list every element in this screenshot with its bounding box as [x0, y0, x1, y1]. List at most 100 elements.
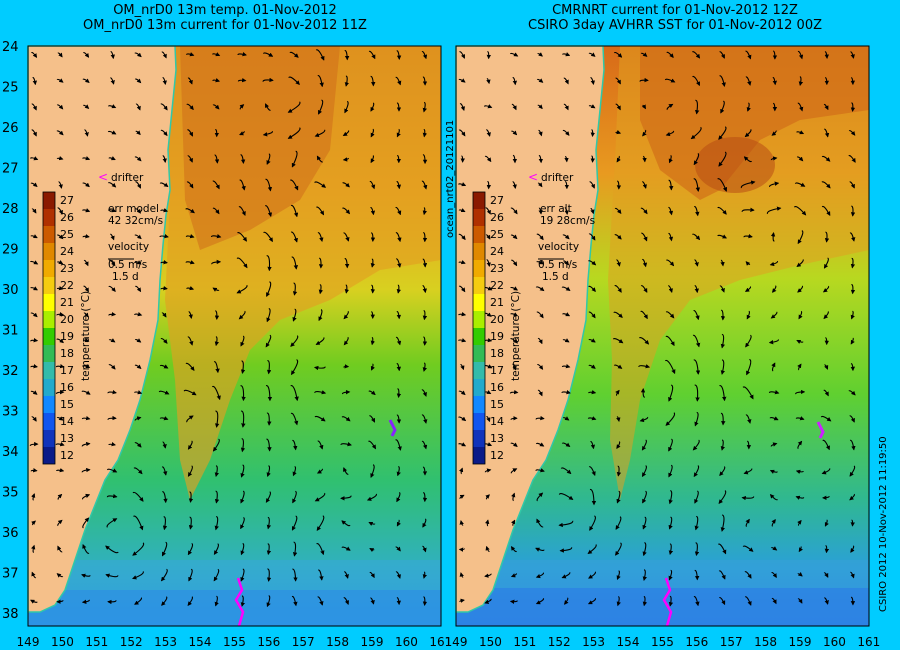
- lat-label-34: 34: [2, 445, 19, 460]
- right-colorbar-tick-24: 24: [490, 245, 504, 258]
- right-colorbar-tick-21: 21: [490, 296, 504, 309]
- right-colorbar-tick-13: 13: [490, 432, 504, 445]
- left-colorbar-tick-25: 25: [60, 228, 74, 241]
- right-colorbar-swatch: [473, 345, 485, 362]
- left-colorbar-swatch: [43, 379, 55, 396]
- left-lon-label-155: 155: [223, 635, 246, 649]
- left-lon-label-151: 151: [85, 635, 108, 649]
- right-lon-label-159: 159: [789, 635, 812, 649]
- left-colorbar-swatch: [43, 328, 55, 345]
- right-longitude-axis-labels: 149 150 151 152 153 154 155 156 157 158 159 160 161: [445, 635, 881, 649]
- lat-label-33: 33: [2, 405, 19, 420]
- lat-label-37: 37: [2, 567, 19, 582]
- right-colorbar-swatch: [473, 243, 485, 260]
- right-colorbar-tick-25: 25: [490, 228, 504, 241]
- left-err-label: err model: [108, 203, 159, 215]
- left-lon-label-153: 153: [154, 635, 177, 649]
- lat-label-35: 35: [2, 486, 19, 501]
- right-lon-label-154: 154: [617, 635, 640, 649]
- right-colorbar-swatch: [473, 413, 485, 430]
- left-colorbar-swatch: [43, 277, 55, 294]
- right-colorbar-swatch: [473, 430, 485, 447]
- right-colorbar-swatch: [473, 277, 485, 294]
- right-colorbar-swatch: [473, 447, 485, 464]
- left-colorbar-tick-19: 19: [60, 330, 74, 343]
- right-colorbar-swatch: [473, 226, 485, 243]
- right-drifter-marker: <: [528, 170, 538, 184]
- lat-label-29: 29: [2, 243, 19, 258]
- left-lon-label-152: 152: [120, 635, 143, 649]
- left-colorbar-swatch: [43, 311, 55, 328]
- left-velocity-scale: 0.5 m/s: [108, 259, 147, 271]
- left-drifter-label: drifter: [111, 172, 144, 184]
- left-lon-label-159: 159: [361, 635, 384, 649]
- left-drifter-tracks: [234, 419, 397, 627]
- left-longitude-axis-labels: 149 150 151 152 153 154 155 156 157 158 159 160 161: [17, 635, 453, 649]
- left-panel-title: OM_nrD0 13m temp. 01-Nov-2012 OM_nrD0 13…: [0, 3, 450, 33]
- left-map-frame: [27, 45, 442, 627]
- lat-label-31: 31: [2, 324, 19, 339]
- left-colorbar-swatch: [43, 447, 55, 464]
- left-lon-label-157: 157: [292, 635, 315, 649]
- left-colorbar-tick-17: 17: [60, 364, 74, 377]
- left-lon-label-154: 154: [189, 635, 212, 649]
- lat-label-36: 36: [2, 526, 19, 541]
- left-colorbar-tick-14: 14: [60, 415, 74, 428]
- left-colorbar-swatch: [43, 396, 55, 413]
- left-run-id-text: ocean_nrt02_20121101: [445, 120, 456, 238]
- right-colorbar-tick-17: 17: [490, 364, 504, 377]
- right-lon-label-155: 155: [651, 635, 674, 649]
- left-colorbar-tick-24: 24: [60, 245, 74, 258]
- right-title-line1: CMRNRT current for 01-Nov-2012 12Z: [552, 3, 798, 18]
- right-velocity-label: velocity: [538, 241, 579, 253]
- left-colorbar-swatch: [43, 260, 55, 277]
- left-colorbar-swatch: [43, 226, 55, 243]
- right-colorbar-swatch: [473, 311, 485, 328]
- left-map-panel: < drifter err model 42 32cm/s velocity 0…: [27, 45, 442, 627]
- right-credit-text: CSIRO 2012 10-Nov-2012 11:19:50: [878, 436, 889, 612]
- right-colorbar-tick-20: 20: [490, 313, 504, 326]
- right-colorbar-tick-22: 22: [490, 279, 504, 292]
- right-colorbar-tick-23: 23: [490, 262, 504, 275]
- left-colorbar-swatch: [43, 243, 55, 260]
- right-lon-label-149: 149: [445, 635, 468, 649]
- lat-label-26: 26: [2, 121, 19, 136]
- right-colorbar-swatch: [473, 294, 485, 311]
- left-colorbar-tick-23: 23: [60, 262, 74, 275]
- right-colorbar: 27 26 25 24 23 22 21 20 19 18 17 16 15 14 13 12: [472, 191, 504, 465]
- right-colorbar-tick-14: 14: [490, 415, 504, 428]
- right-lon-label-150: 150: [479, 635, 502, 649]
- right-velocity-time: 1.5 d: [542, 271, 569, 283]
- lat-label-24: 24: [2, 40, 19, 55]
- right-lon-label-161: 161: [857, 635, 880, 649]
- left-colorbar-swatch: [43, 362, 55, 379]
- right-map-panel: < drifter err alt 19 28cm/s velocity 0.5…: [455, 45, 870, 627]
- left-colorbar-tick-27: 27: [60, 194, 74, 207]
- right-colorbar-swatch: [473, 396, 485, 413]
- left-colorbar-title: temperature (°C): [80, 291, 92, 381]
- lat-label-25: 25: [2, 81, 19, 96]
- right-panel-title: CMRNRT current for 01-Nov-2012 12Z CSIRO…: [450, 3, 900, 33]
- lat-label-32: 32: [2, 364, 19, 379]
- right-lon-label-152: 152: [548, 635, 571, 649]
- left-colorbar-tick-12: 12: [60, 449, 74, 462]
- left-lon-label-158: 158: [326, 635, 349, 649]
- left-colorbar-swatch: [43, 294, 55, 311]
- left-colorbar-tick-15: 15: [60, 398, 74, 411]
- right-lon-label-156: 156: [685, 635, 708, 649]
- right-err-label: err alt: [540, 203, 572, 215]
- left-lon-label-150: 150: [51, 635, 74, 649]
- left-lon-label-161: 161: [429, 635, 452, 649]
- left-colorbar-tick-22: 22: [60, 279, 74, 292]
- left-colorbar-tick-13: 13: [60, 432, 74, 445]
- lat-label-27: 27: [2, 162, 19, 177]
- left-velocity-label: velocity: [108, 241, 149, 253]
- right-lon-label-157: 157: [720, 635, 743, 649]
- right-drifter-tracks: [662, 421, 825, 627]
- left-colorbar-swatch: [43, 345, 55, 362]
- right-colorbar-swatch: [473, 362, 485, 379]
- right-drifter-label: drifter: [541, 172, 574, 184]
- right-colorbar-swatch: [473, 328, 485, 345]
- latitude-axis-labels: 24 25 26 27 28 29 30 31 32 33 34 35 36 37 38: [2, 40, 19, 622]
